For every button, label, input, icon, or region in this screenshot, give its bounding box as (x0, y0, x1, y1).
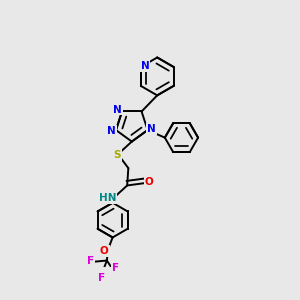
Text: F: F (112, 263, 119, 273)
Text: O: O (145, 178, 154, 188)
Text: HN: HN (99, 193, 116, 203)
Text: N: N (141, 61, 149, 71)
Text: S: S (113, 150, 121, 160)
Text: F: F (98, 273, 105, 283)
Text: O: O (100, 246, 109, 256)
Text: N: N (147, 124, 156, 134)
Text: N: N (107, 126, 116, 136)
Text: F: F (87, 256, 94, 266)
Text: N: N (113, 105, 122, 115)
